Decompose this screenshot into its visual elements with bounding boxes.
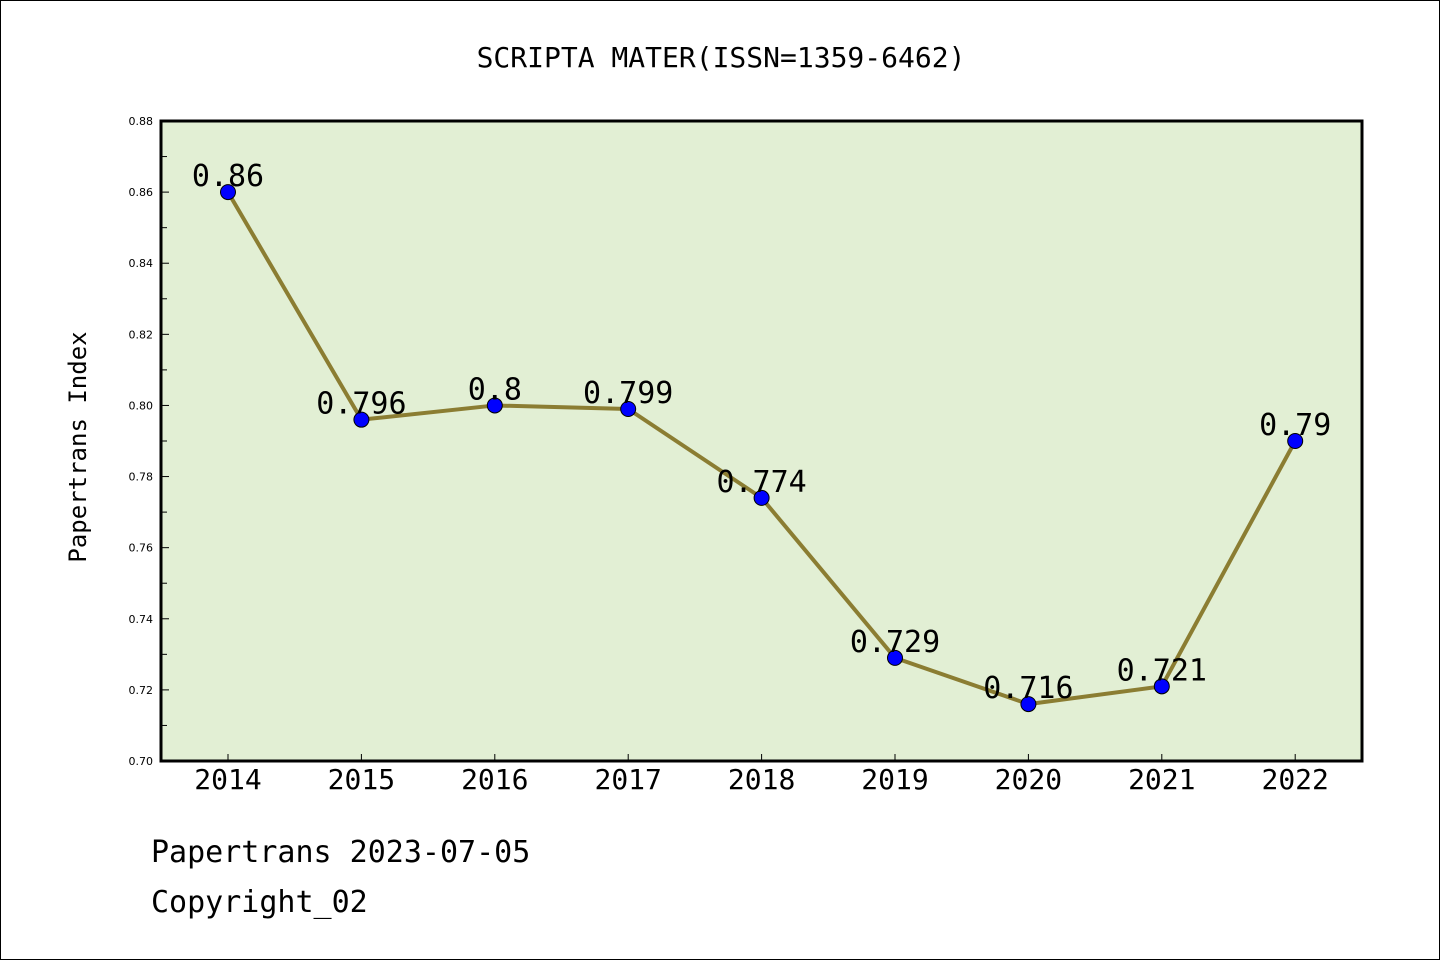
- y-tick-label: 0.72: [129, 684, 154, 697]
- y-axis: 0.70 0.72 0.74 0.76 0.78 0.80 0.82 0.84 0.86 0.88: [129, 115, 169, 768]
- y-tick-label: 0.74: [129, 613, 154, 626]
- y-tick-label: 0.88: [129, 115, 154, 128]
- plot-area: [161, 121, 1362, 761]
- x-tick-label: 2021: [1128, 763, 1195, 796]
- data-point: [1153, 678, 1170, 695]
- data-point: [486, 397, 503, 414]
- x-tick-label: 2014: [194, 763, 261, 796]
- chart-title: SCRIPTA MATER(ISSN=1359-6462): [477, 41, 966, 74]
- x-tick-label: 2020: [995, 763, 1062, 796]
- y-tick-label: 0.84: [129, 257, 154, 270]
- data-label: 0.86: [192, 159, 264, 194]
- data-label: 0.799: [583, 376, 673, 411]
- data-label: 0.796: [316, 387, 406, 422]
- data-point: [620, 401, 637, 417]
- x-axis: 2014 2015 2016 2017 2018 2019 2020 2021 2022: [194, 754, 1329, 796]
- data-point: [1287, 433, 1304, 449]
- data-label: 0.716: [983, 671, 1073, 706]
- data-point: [753, 489, 770, 506]
- x-tick-label: 2022: [1261, 763, 1328, 796]
- x-tick-label: 2018: [728, 763, 795, 796]
- data-point: [220, 184, 236, 201]
- footer-copyright: Copyright_02: [151, 885, 368, 920]
- x-tick-label: 2016: [461, 763, 528, 796]
- data-label: 0.721: [1117, 653, 1207, 688]
- y-tick-label: 0.80: [129, 399, 154, 412]
- y-tick-label: 0.76: [129, 542, 154, 555]
- x-tick-label: 2019: [861, 763, 928, 796]
- data-point: [887, 649, 903, 666]
- data-label: 0.8: [468, 372, 522, 407]
- data-point: [1020, 696, 1037, 713]
- data-label: 0.774: [716, 465, 806, 500]
- data-label: 0.79: [1259, 408, 1331, 443]
- footer-date: Papertrans 2023-07-05: [151, 835, 531, 870]
- plot-border: [159, 119, 1364, 763]
- data-labels: 0.86 0.796 0.8 0.799 0.774 0.729 0.716 0.721 0.7…: [192, 159, 1331, 706]
- y-tick-label: 0.86: [129, 186, 154, 199]
- y-axis-title: Papertrans Index: [64, 331, 92, 562]
- series-line-group: [220, 184, 1304, 713]
- y-tick-label: 0.70: [129, 755, 154, 768]
- y-tick-label: 0.82: [129, 328, 154, 341]
- x-tick-label: 2015: [328, 763, 395, 796]
- data-point: [353, 411, 370, 428]
- y-tick-label: 0.78: [129, 471, 154, 484]
- data-label: 0.729: [850, 625, 940, 660]
- x-tick-label: 2017: [594, 763, 661, 796]
